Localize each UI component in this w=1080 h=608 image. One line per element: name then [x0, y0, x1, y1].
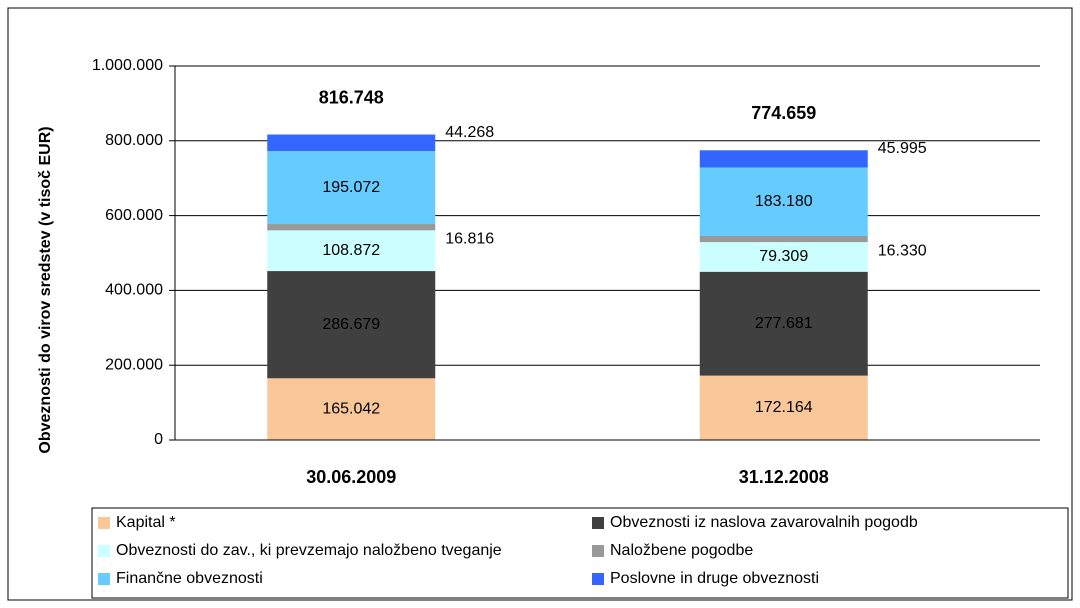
value-label: 45.995	[878, 140, 927, 157]
value-label: 16.816	[445, 230, 494, 247]
legend-box	[91, 507, 1069, 599]
y-axis-label: Obveznosti do virov sredstev (v tisoč EU…	[37, 126, 54, 453]
y-tick-label: 1.000.000	[92, 57, 163, 74]
bar-segment	[267, 378, 436, 440]
bar-segment	[699, 150, 868, 168]
bar-segment	[267, 151, 436, 225]
bar-segment	[699, 375, 868, 440]
x-tick-label: 31.12.2008	[739, 467, 829, 487]
legend-label: Obveznosti do zav., ki prevzemajo naložb…	[116, 542, 502, 559]
value-label: 16.330	[878, 242, 927, 259]
legend-label: Obveznosti iz naslova zavarovalnih pogod…	[610, 514, 918, 531]
bar-segment	[267, 230, 436, 272]
y-tick-label: 600.000	[105, 207, 163, 224]
y-tick-label: 200.000	[105, 356, 163, 373]
legend-swatch	[592, 573, 604, 585]
bar-segment	[699, 242, 868, 272]
bar-segment	[699, 167, 868, 236]
value-label: 44.268	[445, 124, 494, 141]
value-label: 286.679	[322, 316, 380, 333]
y-tick-label: 400.000	[105, 282, 163, 299]
total-label: 816.748	[319, 87, 384, 107]
legend-swatch	[98, 573, 110, 585]
bar-segment	[267, 134, 436, 152]
legend-swatch	[592, 517, 604, 529]
value-label: 195.072	[322, 179, 380, 196]
x-tick-label: 30.06.2009	[306, 467, 396, 487]
legend-label: Naložbene pogodbe	[610, 542, 753, 559]
bar-segment	[699, 271, 868, 376]
chart-border	[7, 7, 1073, 601]
y-tick-label: 800.000	[105, 132, 163, 149]
value-label: 277.681	[755, 315, 813, 332]
legend-label: Poslovne in druge obveznosti	[610, 570, 819, 587]
value-label: 172.164	[755, 399, 813, 416]
value-label: 183.180	[755, 193, 813, 210]
y-tick-label: 0	[154, 431, 163, 448]
legend-label: Finančne obveznosti	[116, 570, 263, 587]
bar-segment	[267, 271, 436, 379]
value-label: 165.042	[322, 400, 380, 417]
value-label: 79.309	[759, 248, 808, 265]
value-label: 108.872	[322, 242, 380, 259]
total-label: 774.659	[751, 103, 816, 123]
legend-swatch	[98, 517, 110, 529]
bar-segment	[699, 235, 868, 243]
legend-swatch	[592, 545, 604, 557]
legend-swatch	[98, 545, 110, 557]
bar-segment	[267, 224, 436, 231]
legend-label: Kapital *	[116, 514, 176, 531]
